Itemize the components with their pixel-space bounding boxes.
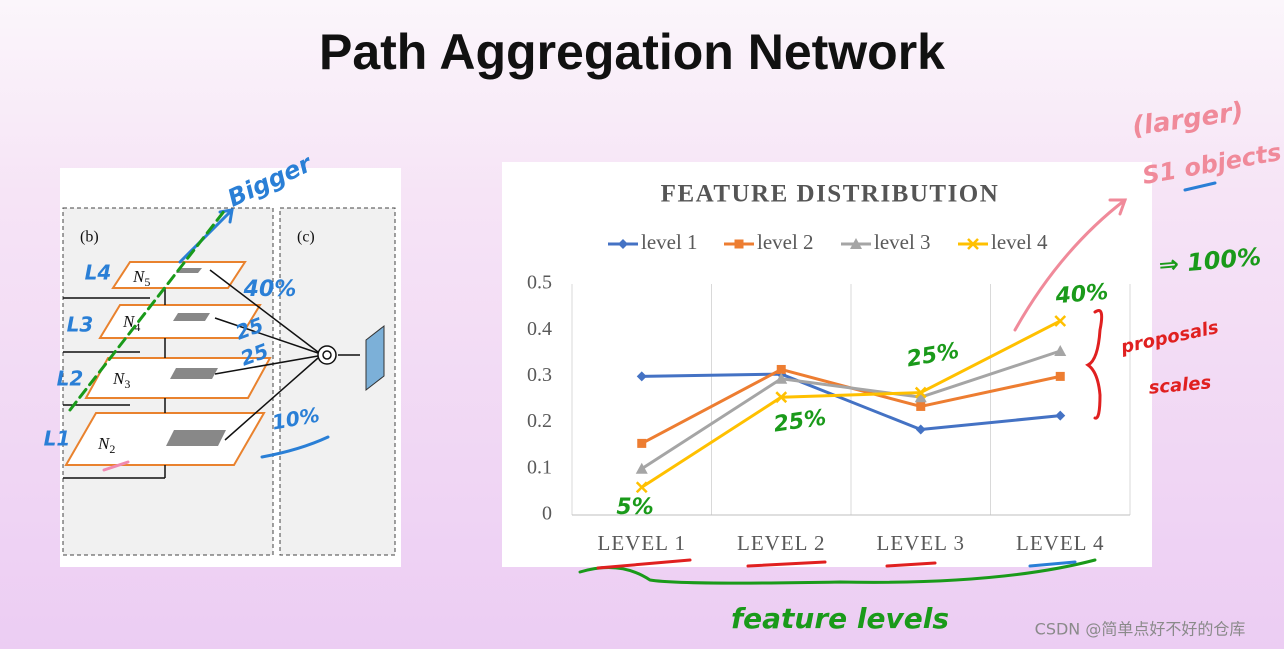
marker [635,481,648,494]
series-line [640,319,1061,489]
feature-box [166,430,226,446]
marker [618,239,628,249]
y-tick-label: 0.1 [527,456,552,478]
marker [636,371,647,382]
node-symbol: N [122,312,136,331]
panel-label: (b) [80,229,99,246]
x-tick-label: LEVEL 1 [598,531,686,555]
node-subscript: 3 [124,377,130,391]
node-subscript: 4 [134,320,140,334]
ink-strokes [68,181,1217,585]
legend-label: level 3 [874,230,931,254]
chart: FEATURE DISTRIBUTION 0 0.1 0.2 0.3 0.4 0.5 LEV… [502,162,1152,567]
marker [1054,344,1067,356]
legend-label: level 4 [991,230,1048,254]
level-plane [111,261,247,289]
series-line [641,372,1061,432]
node-label: N4 [122,312,140,334]
y-tick-label: 0.2 [527,410,552,432]
marker [1054,315,1067,327]
marker [967,238,979,250]
level-plane [98,304,262,339]
node-subscript: 5 [144,275,150,289]
panel-label: (c) [297,229,315,246]
handwritten-note: L4 [85,261,112,285]
marker [776,364,786,374]
chart-title: FEATURE DISTRIBUTION [661,181,1000,208]
watermark: CSDN @简单点好不好的仓库 [1035,620,1246,639]
marker [635,462,648,474]
handwritten-note: 5% [616,495,653,520]
y-tick-label: 0 [542,503,552,525]
node-symbol: N [97,434,111,453]
ink-dash [68,208,227,412]
ink-underline [260,435,330,459]
marker [775,391,788,404]
legend-label: level 1 [641,230,698,254]
marker [915,424,926,435]
level-plane [64,412,266,466]
node-label: N2 [97,434,115,456]
legend-label: level 2 [757,230,814,254]
panel-c [279,207,396,556]
feature-box [173,313,210,321]
fusion-node [317,345,337,365]
series-line [640,349,1061,471]
node-label: N3 [112,369,130,391]
node-subscript: 2 [109,442,115,456]
ink-brace [578,558,1097,585]
handwritten-note: L1 [44,427,71,451]
marker [637,438,647,448]
x-tick-label: LEVEL 2 [737,531,825,555]
marker [1055,371,1065,381]
marker [850,238,862,249]
y-tick-label: 0.3 [527,364,552,386]
output-box [365,324,385,392]
handwritten-note: L3 [67,313,94,337]
ink-arrow [1013,198,1128,332]
handwritten-note: feature levels [731,602,949,635]
chart-panel [502,162,1152,567]
ink-underline [1028,560,1077,568]
node-symbol: N [132,267,146,286]
ink-mark [102,460,130,472]
node-label: N5 [132,267,150,289]
handwritten-note: 40% [1054,280,1110,310]
ink-underline [596,558,937,570]
feature-box [170,368,218,379]
marker [916,401,926,411]
marker [914,386,927,399]
x-tick-label: LEVEL 3 [877,531,965,555]
marker [914,391,927,403]
handwritten-note: L2 [57,367,84,391]
marker [734,239,744,249]
x-tick-label: LEVEL 4 [1016,531,1104,555]
fusion-node [322,350,332,360]
node-symbol: N [112,369,126,388]
y-tick-label: 0.5 [527,272,552,294]
slide-title: Path Aggregation Network [319,24,945,80]
marker [775,372,788,384]
y-tick-label: 0.4 [527,318,552,340]
ink-underline [1183,181,1217,192]
ink-brace [1085,309,1104,420]
handwritten-note: 40% [243,277,297,302]
marker [1055,410,1066,421]
feature-box [176,268,202,273]
